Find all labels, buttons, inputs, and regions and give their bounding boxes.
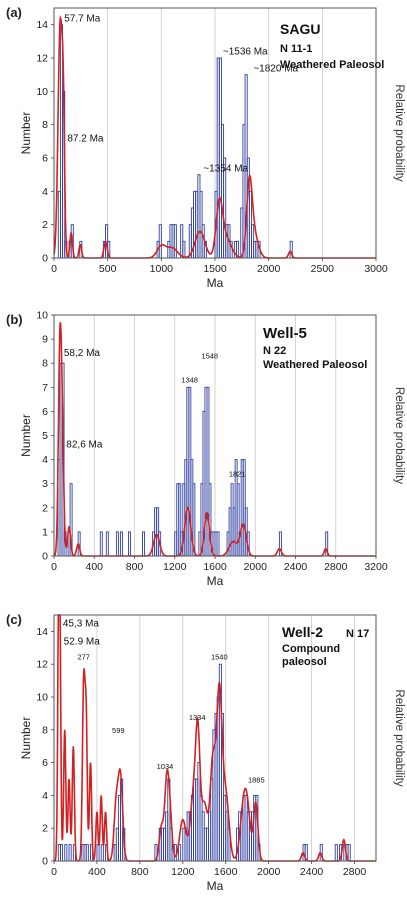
x-tick-label: 1000 [150, 263, 174, 275]
y-tick-label: 6 [42, 406, 48, 418]
y-tick-label: 12 [36, 659, 48, 671]
y-axis-title: Number [19, 414, 33, 457]
y-tick-label: 8 [42, 724, 48, 736]
plot-frame [53, 614, 377, 862]
sample-count: N 22 [263, 345, 286, 357]
x-tick-label: 2400 [300, 866, 324, 878]
y-tick-label: 0 [42, 856, 48, 868]
x-tick-label: 400 [85, 561, 103, 573]
peak-annotation: 52.9 Ma [64, 637, 101, 648]
x-tick-label: 2000 [257, 263, 281, 275]
y-tick-label: 4 [42, 186, 48, 198]
y-tick-label: 8 [42, 119, 48, 131]
peak-annotation: 277 [77, 652, 90, 661]
y2-axis-title: Relative probability [393, 689, 405, 786]
peak-annotation: 87.2 Ma [67, 133, 104, 144]
peak-annotation: 1334 [189, 713, 206, 722]
peak-annotation: ~1536 Ma [223, 47, 268, 58]
chart-panel-2: 0 1 2 3 4 5 6 7 8 9 10 0 400 800 1200 1600 2000 2400 2800 3… [6, 310, 405, 589]
sample-count: N 17 [346, 628, 369, 640]
peak-annotation: 45,3 Ma [63, 618, 100, 629]
rock-type: Compound paleosol [282, 643, 340, 668]
x-axis-title: Ma [207, 879, 224, 893]
sample-name: Well-2 [282, 624, 323, 640]
x-tick-label: 400 [88, 866, 106, 878]
y-tick-label: 10 [36, 310, 48, 322]
y-tick-label: 8 [42, 358, 48, 370]
rock-type: Weathered Paleosol [280, 59, 384, 71]
y-tick-label: 4 [42, 454, 48, 466]
peak-annotation: ~1820 Ma [253, 63, 298, 74]
y2-axis-title: Relative probability [393, 387, 405, 484]
sample-name: SAGU [280, 21, 320, 37]
x-axis-title: Ma [207, 276, 224, 290]
peak-annotation: 1034 [157, 762, 174, 771]
y-tick-label: 2 [42, 823, 48, 835]
x-tick-label: 3000 [364, 263, 388, 275]
y-tick-label: 6 [42, 757, 48, 769]
x-tick-label: 1200 [171, 866, 195, 878]
peak-annotation: ~1354 Ma [203, 163, 248, 174]
x-tick-label: 1200 [163, 561, 187, 573]
peak-annotation: 58,2 Ma [64, 348, 101, 359]
peak-annotation: 1885 [248, 775, 265, 784]
x-tick-label: 500 [99, 263, 117, 275]
x-tick-label: 2000 [244, 561, 268, 573]
y-tick-label: 10 [36, 86, 48, 98]
y-tick-label: 12 [36, 53, 48, 65]
x-tick-label: 2400 [284, 561, 308, 573]
rock-type: Weathered Paleosol [263, 359, 367, 371]
panel-label: (c) [6, 612, 22, 627]
peak-annotation: 1348 [181, 375, 198, 384]
x-tick-label: 2800 [343, 866, 367, 878]
y-axis-title: Number [19, 112, 33, 155]
panel-label: (a) [6, 5, 22, 20]
sample-name: Well-5 [263, 325, 307, 342]
x-tick-label: 2800 [324, 561, 348, 573]
x-tick-label: 2000 [257, 866, 281, 878]
x-tick-label: 3200 [364, 561, 388, 573]
x-tick-label: 2500 [311, 263, 335, 275]
peak-annotation: 57.7 Ma [64, 13, 101, 24]
x-tick-label: 0 [51, 263, 57, 275]
peak-annotation: 1821 [229, 469, 246, 478]
chart-panel-3: 0 2 4 6 8 10 12 14 0 400 800 1200 1600 2000 2400 2800 Ma… [6, 612, 405, 893]
y-tick-label: 3 [42, 478, 48, 490]
x-tick-label: 1600 [203, 561, 227, 573]
peak-annotation: 1548 [201, 351, 218, 360]
x-tick-label: 800 [126, 561, 144, 573]
chart-panel-1: 0 2 4 6 8 10 12 14 0 500 1000 1500 2000 2500 3000 Ma Num… [6, 5, 405, 290]
y-tick-label: 2 [42, 502, 48, 514]
y2-axis-title: Relative probability [393, 84, 405, 181]
probability-curve [54, 614, 376, 862]
y-tick-label: 14 [36, 19, 48, 31]
y-tick-label: 7 [42, 382, 48, 394]
y-tick-label: 0 [42, 253, 48, 265]
x-tick-label: 800 [131, 866, 149, 878]
rock-type-line: paleosol [282, 656, 327, 668]
x-tick-label: 1600 [214, 866, 238, 878]
y-tick-label: 0 [42, 551, 48, 563]
peak-annotation: 82,6 Ma [66, 440, 103, 451]
y-tick-label: 5 [42, 430, 48, 442]
sample-count: N 11-1 [280, 43, 312, 55]
y-tick-label: 9 [42, 334, 48, 346]
rock-type-line: Compound [282, 643, 340, 655]
y-tick-label: 10 [36, 692, 48, 704]
y-tick-label: 4 [42, 790, 48, 802]
y-tick-label: 14 [36, 626, 48, 638]
x-tick-label: 1500 [203, 263, 227, 275]
y-tick-label: 1 [42, 526, 48, 538]
x-tick-label: 0 [51, 866, 57, 878]
x-axis-title: Ma [207, 574, 224, 588]
peak-annotation: 1540 [211, 652, 228, 661]
x-tick-label: 0 [51, 561, 57, 573]
panel-label: (b) [6, 312, 23, 327]
peak-annotation: 599 [112, 726, 125, 735]
y-axis-title: Number [19, 717, 33, 760]
y-tick-label: 6 [42, 153, 48, 165]
y-tick-label: 2 [42, 219, 48, 231]
